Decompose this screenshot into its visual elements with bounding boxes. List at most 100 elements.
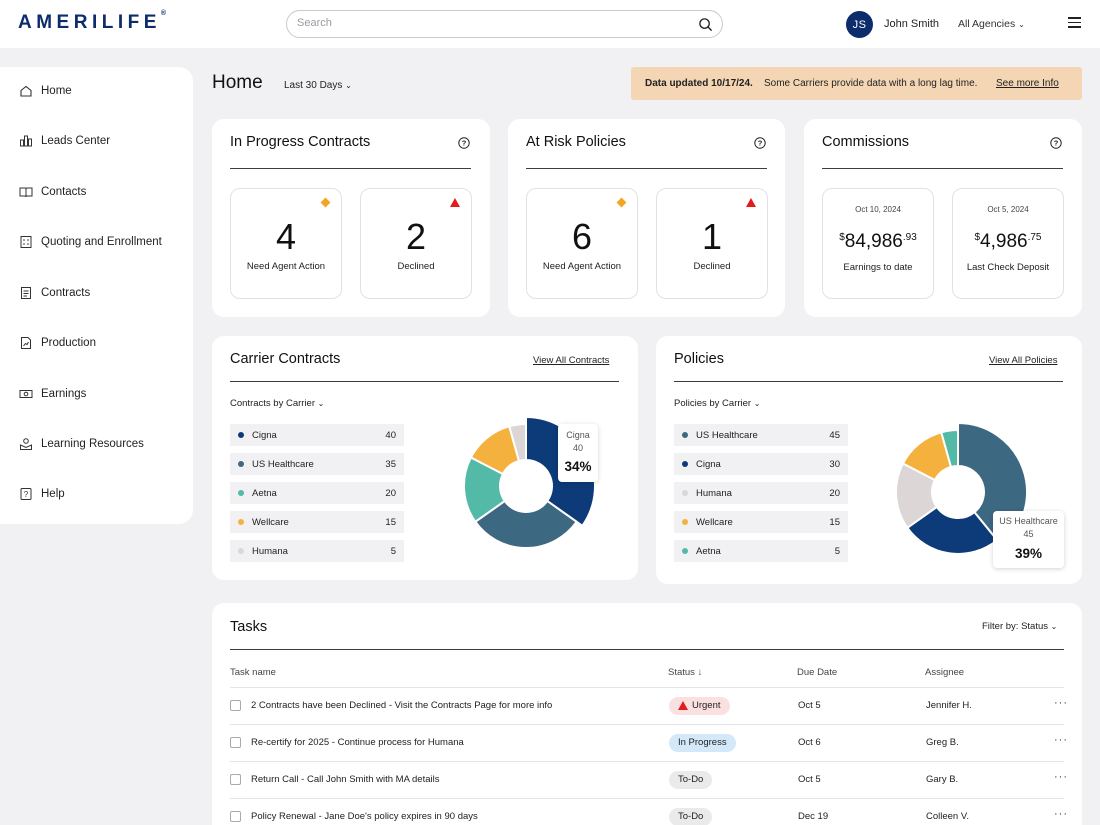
donut-slice[interactable]: [940, 428, 959, 469]
donut-slice[interactable]: [905, 505, 999, 555]
sidebar-item-production[interactable]: Production: [0, 328, 193, 358]
legend-item[interactable]: Cigna 40: [230, 424, 404, 446]
legend-value: 35: [385, 459, 396, 470]
task-checkbox[interactable]: [230, 737, 241, 748]
legend-dot: [238, 490, 244, 496]
contracts-by-carrier-dropdown[interactable]: Contracts by Carrier ⌄: [230, 398, 325, 409]
alert-triangle-icon: [450, 198, 460, 207]
declined-stat[interactable]: 1 Declined: [656, 188, 768, 299]
tooltip-name: Cigna: [566, 430, 590, 440]
table-row[interactable]: Re-certify for 2025 - Continue process f…: [230, 724, 1067, 761]
legend-item[interactable]: Wellcare 15: [674, 511, 848, 533]
legend-item[interactable]: Humana 20: [674, 482, 848, 504]
sidebar-item-contracts[interactable]: Contracts: [0, 278, 193, 308]
legend-item[interactable]: Humana 5: [230, 540, 404, 562]
chevron-down-icon: ⌄: [1050, 622, 1058, 631]
date-range-dropdown[interactable]: Last 30 Days ⌄: [284, 80, 352, 91]
policies-by-carrier-dropdown[interactable]: Policies by Carrier ⌄: [674, 398, 761, 409]
help-circle-icon[interactable]: ?: [754, 137, 766, 149]
view-all-contracts-link[interactable]: View All Contracts: [533, 355, 610, 366]
sidebar-item-help[interactable]: ? Help: [0, 479, 193, 509]
more-options-icon[interactable]: ···: [1054, 808, 1068, 820]
stat-amount: $4,986.75: [974, 231, 1042, 252]
legend-dot: [238, 548, 244, 554]
chevron-down-icon: ⌄: [317, 399, 325, 408]
sidebar-item-earnings[interactable]: Earnings: [0, 379, 193, 409]
stat-label: Declined: [693, 261, 731, 272]
search-bar[interactable]: [286, 10, 723, 38]
legend-dot: [238, 519, 244, 525]
table-row[interactable]: Return Call - Call John Smith with MA de…: [230, 761, 1067, 798]
see-more-info-link[interactable]: See more Info: [996, 78, 1059, 89]
legend-item[interactable]: Aetna 5: [674, 540, 848, 562]
view-all-policies-link[interactable]: View All Policies: [989, 355, 1058, 366]
legend-item[interactable]: Aetna 20: [230, 482, 404, 504]
tooltip-value: 40: [572, 443, 583, 453]
document-icon: [21, 287, 31, 299]
task-checkbox[interactable]: [230, 700, 241, 711]
stat-value: 4: [275, 216, 297, 257]
more-options-icon[interactable]: ···: [1054, 771, 1068, 783]
divider: [674, 381, 1063, 382]
bar-chart-icon: [20, 135, 32, 147]
need-agent-action-stat[interactable]: 4 Need Agent Action: [230, 188, 342, 299]
table-row[interactable]: Policy Renewal - Jane Doe's policy expir…: [230, 798, 1067, 825]
sidebar-item-learning-resources[interactable]: Learning Resources: [0, 429, 193, 459]
column-header-assignee[interactable]: Assignee: [925, 667, 965, 678]
legend-label: US Healthcare: [252, 459, 314, 470]
agencies-dropdown[interactable]: All Agencies ⌄: [958, 18, 1025, 30]
banner-text: Some Carriers provide data with a long l…: [764, 78, 978, 89]
table-row[interactable]: 2 Contracts have been Declined - Visit t…: [230, 687, 1067, 724]
carrier-contracts-card: Carrier Contracts View All Contracts Con…: [212, 336, 638, 580]
task-checkbox[interactable]: [230, 774, 241, 785]
card-title: At Risk Policies: [526, 134, 626, 150]
sidebar-item-leads-center[interactable]: Leads Center: [0, 126, 193, 156]
stat-label: Last Check Deposit: [966, 262, 1050, 273]
more-options-icon[interactable]: ···: [1054, 734, 1068, 746]
sidebar-item-label: Help: [41, 488, 65, 500]
donut-slice[interactable]: [508, 422, 527, 463]
avatar[interactable]: JS: [846, 11, 873, 38]
policies-card: Policies View All Policies Policies by C…: [656, 336, 1082, 584]
earnings-to-date-stat[interactable]: Oct 10, 2024 $84,986.93 Earnings to date: [822, 188, 934, 299]
stat-value: 1: [701, 216, 723, 257]
sidebar-item-quoting[interactable]: Quoting and Enrollment: [0, 227, 193, 257]
divider: [230, 168, 471, 169]
column-header-task-name[interactable]: Task name: [230, 667, 276, 678]
search-input[interactable]: [297, 17, 677, 29]
more-options-icon[interactable]: ···: [1054, 697, 1068, 709]
help-circle-icon[interactable]: ?: [1050, 137, 1062, 149]
banner-bold-text: Data updated 10/17/24.: [645, 78, 753, 89]
column-header-due-date[interactable]: Due Date: [797, 667, 838, 678]
divider: [230, 381, 619, 382]
user-name[interactable]: John Smith: [884, 18, 940, 30]
task-assignee: Colleen V.: [926, 811, 969, 822]
sidebar-item-label: Earnings: [41, 388, 87, 400]
sidebar-item-contacts[interactable]: Contacts: [0, 177, 193, 207]
last-check-deposit-stat[interactable]: Oct 5, 2024 $4,986.75 Last Check Deposit: [952, 188, 1064, 299]
legend-item[interactable]: Cigna 30: [674, 453, 848, 475]
task-assignee: Greg B.: [926, 737, 959, 748]
page-title: Home: [212, 72, 263, 93]
filter-by-status-dropdown[interactable]: Filter by: Status ⌄: [982, 621, 1058, 632]
task-due-date: Oct 5: [798, 700, 821, 711]
donut-slice[interactable]: [473, 499, 579, 549]
legend-item[interactable]: US Healthcare 35: [230, 453, 404, 475]
legend-value: 45: [829, 430, 840, 441]
search-icon[interactable]: [698, 17, 713, 32]
task-name: 2 Contracts have been Declined - Visit t…: [251, 700, 553, 711]
legend-dot: [682, 432, 688, 438]
declined-stat[interactable]: 2 Declined: [360, 188, 472, 299]
alert-triangle-icon: [746, 198, 756, 207]
help-circle-icon[interactable]: ?: [458, 137, 470, 149]
sidebar-item-home[interactable]: Home: [0, 76, 193, 106]
column-header-status[interactable]: Status ↓: [668, 667, 703, 678]
amerilife-logo[interactable]: AMERILIFE®: [18, 10, 167, 33]
need-agent-action-stat[interactable]: 6 Need Agent Action: [526, 188, 638, 299]
legend-item[interactable]: Wellcare 15: [230, 511, 404, 533]
in-progress-contracts-card: In Progress Contracts ? 4 Need Agent Act…: [212, 119, 490, 317]
task-checkbox[interactable]: [230, 811, 241, 822]
legend-item[interactable]: US Healthcare 45: [674, 424, 848, 446]
legend-label: Aetna: [252, 488, 277, 499]
hamburger-menu-icon[interactable]: [1068, 17, 1081, 29]
